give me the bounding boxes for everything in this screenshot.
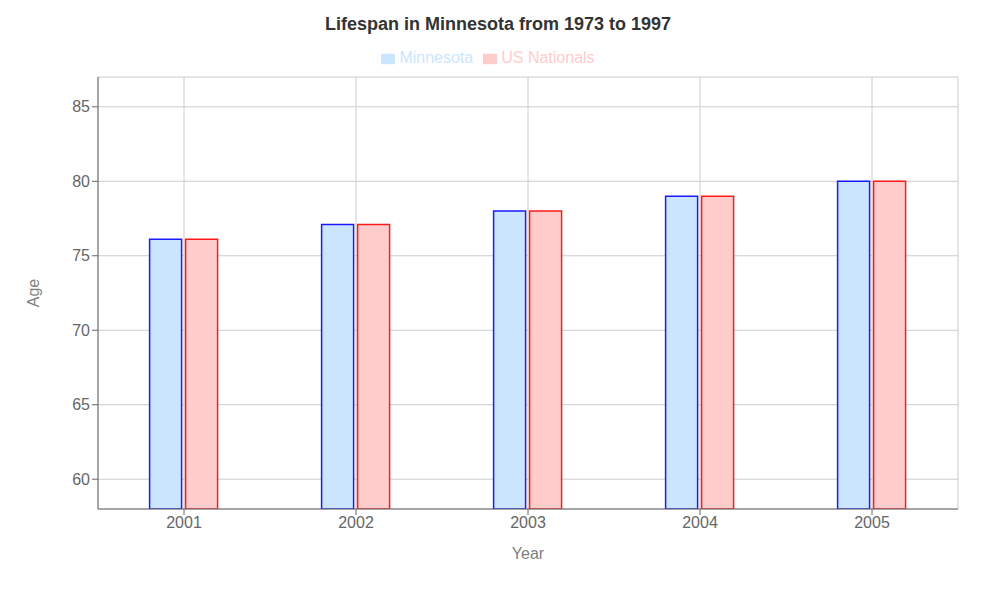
- svg-text:80: 80: [72, 173, 90, 190]
- svg-text:2005: 2005: [854, 514, 890, 531]
- svg-text:85: 85: [72, 98, 90, 115]
- html-text:Lifespan in Minnesota from 197: Lifespan in Minnesota from 1973 to 1997: [324, 14, 671, 34]
- svg-text:2003: 2003: [510, 514, 546, 531]
- svg-text:75: 75: [72, 247, 90, 264]
- svg-text:Age: Age: [25, 279, 42, 308]
- html-text:Minnesota: Minnesota: [399, 49, 474, 66]
- svg-text:65: 65: [72, 396, 90, 413]
- svg-text:2001: 2001: [166, 514, 202, 531]
- svg-text:2004: 2004: [682, 514, 718, 531]
- svg-text:70: 70: [72, 322, 90, 339]
- html-text:US Nationals: US Nationals: [501, 49, 595, 66]
- svg-text:2002: 2002: [338, 514, 374, 531]
- svg-text:60: 60: [72, 471, 90, 488]
- svg-text:Year: Year: [512, 545, 545, 562]
